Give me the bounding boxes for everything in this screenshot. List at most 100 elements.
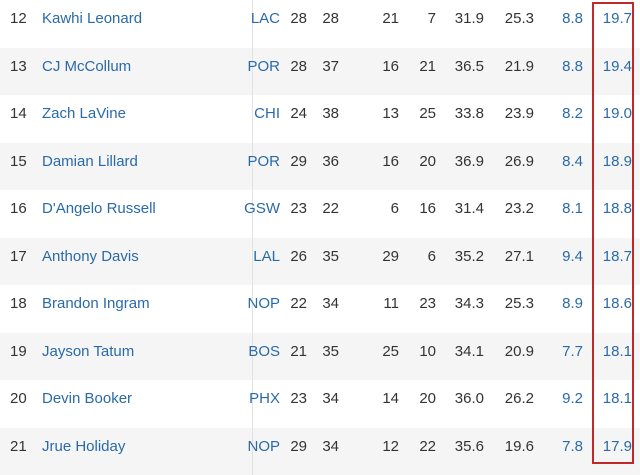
stat-cell-link[interactable]: 8.8 xyxy=(543,0,583,48)
stat-cell: 21 xyxy=(396,48,436,96)
rank-cell: 12 xyxy=(10,0,27,48)
player-name-link[interactable]: Damian Lillard xyxy=(42,143,138,191)
stat-cell: 34 xyxy=(299,285,339,333)
stat-cell: 34.1 xyxy=(444,333,484,381)
stat-cell: 35 xyxy=(299,333,339,381)
stat-cell-link[interactable]: 7.7 xyxy=(543,333,583,381)
player-name-link[interactable]: Devin Booker xyxy=(42,380,132,428)
player-name-link[interactable]: Anthony Davis xyxy=(42,238,139,286)
player-name-link[interactable]: Jrue Holiday xyxy=(42,428,125,475)
stat-cell: 19.6 xyxy=(494,428,534,475)
stat-cell: 35.2 xyxy=(444,238,484,286)
table-row: 13 CJ McCollum POR 28 37 16 21 36.5 21.9… xyxy=(0,48,640,96)
highlighted-stat-cell[interactable]: 17.9 xyxy=(592,428,632,475)
rank-cell: 17 xyxy=(10,238,27,286)
table-row: 19 Jayson Tatum BOS 21 35 25 10 34.1 20.… xyxy=(0,333,640,381)
stat-cell-link[interactable]: 9.4 xyxy=(543,238,583,286)
stat-cell: 22 xyxy=(396,428,436,475)
stat-cell: 7 xyxy=(396,0,436,48)
stat-cell: 26.2 xyxy=(494,380,534,428)
highlighted-stat-cell[interactable]: 18.1 xyxy=(592,333,632,381)
stat-cell: 36.5 xyxy=(444,48,484,96)
stat-cell: 34.3 xyxy=(444,285,484,333)
table-row: 20 Devin Booker PHX 23 34 14 20 36.0 26.… xyxy=(0,380,640,428)
table-row: 21 Jrue Holiday NOP 29 34 12 22 35.6 19.… xyxy=(0,428,640,475)
stat-cell: 25.3 xyxy=(494,285,534,333)
stat-cell: 23.2 xyxy=(494,190,534,238)
player-name-link[interactable]: Zach LaVine xyxy=(42,95,126,143)
stat-cell: 6 xyxy=(359,190,399,238)
stat-cell: 22 xyxy=(299,190,339,238)
stat-cell-link[interactable]: 8.4 xyxy=(543,143,583,191)
stat-cell: 29 xyxy=(359,238,399,286)
rank-cell: 19 xyxy=(10,333,27,381)
player-name-link[interactable]: Jayson Tatum xyxy=(42,333,134,381)
stat-cell: 20 xyxy=(396,380,436,428)
stat-cell: 35.6 xyxy=(444,428,484,475)
rank-cell: 20 xyxy=(10,380,27,428)
stat-cell: 27.1 xyxy=(494,238,534,286)
stat-cell: 25 xyxy=(396,95,436,143)
stat-cell: 21.9 xyxy=(494,48,534,96)
highlighted-stat-cell[interactable]: 19.7 xyxy=(592,0,632,48)
rank-cell: 13 xyxy=(10,48,27,96)
stat-cell: 6 xyxy=(396,238,436,286)
stat-cell: 34 xyxy=(299,380,339,428)
stat-cell: 10 xyxy=(396,333,436,381)
table-row: 17 Anthony Davis LAL 26 35 29 6 35.2 27.… xyxy=(0,238,640,286)
stat-cell: 12 xyxy=(359,428,399,475)
highlighted-stat-cell[interactable]: 18.1 xyxy=(592,380,632,428)
stat-cell: 23.9 xyxy=(494,95,534,143)
stat-cell: 14 xyxy=(359,380,399,428)
stat-cell-link[interactable]: 8.8 xyxy=(543,48,583,96)
highlighted-stat-cell[interactable]: 19.4 xyxy=(592,48,632,96)
rank-cell: 21 xyxy=(10,428,27,475)
rank-cell: 18 xyxy=(10,285,27,333)
table-row: 12 Kawhi Leonard LAC 28 28 21 7 31.9 25.… xyxy=(0,0,640,48)
stat-cell: 36.9 xyxy=(444,143,484,191)
stat-cell: 13 xyxy=(359,95,399,143)
table-row: 14 Zach LaVine CHI 24 38 13 25 33.8 23.9… xyxy=(0,95,640,143)
stat-cell: 20.9 xyxy=(494,333,534,381)
table-row: 18 Brandon Ingram NOP 22 34 11 23 34.3 2… xyxy=(0,285,640,333)
stat-cell: 21 xyxy=(359,0,399,48)
stat-cell: 31.4 xyxy=(444,190,484,238)
highlighted-stat-cell[interactable]: 18.6 xyxy=(592,285,632,333)
highlighted-stat-cell[interactable]: 19.0 xyxy=(592,95,632,143)
rank-cell: 14 xyxy=(10,95,27,143)
stat-cell: 11 xyxy=(359,285,399,333)
stat-cell: 25.3 xyxy=(494,0,534,48)
stat-cell: 38 xyxy=(299,95,339,143)
stat-cell: 33.8 xyxy=(444,95,484,143)
stat-cell: 26.9 xyxy=(494,143,534,191)
player-name-link[interactable]: Brandon Ingram xyxy=(42,285,150,333)
stat-cell: 25 xyxy=(359,333,399,381)
rank-cell: 15 xyxy=(10,143,27,191)
stat-cell-link[interactable]: 7.8 xyxy=(543,428,583,475)
player-name-link[interactable]: CJ McCollum xyxy=(42,48,131,96)
table-row: 16 D'Angelo Russell GSW 23 22 6 16 31.4 … xyxy=(0,190,640,238)
player-name-link[interactable]: D'Angelo Russell xyxy=(42,190,156,238)
stat-cell: 34 xyxy=(299,428,339,475)
player-name-link[interactable]: Kawhi Leonard xyxy=(42,0,142,48)
stat-cell: 16 xyxy=(396,190,436,238)
stat-cell: 20 xyxy=(396,143,436,191)
stat-cell-link[interactable]: 8.2 xyxy=(543,95,583,143)
highlighted-stat-cell[interactable]: 18.7 xyxy=(592,238,632,286)
stat-cell: 16 xyxy=(359,48,399,96)
stat-cell-link[interactable]: 8.1 xyxy=(543,190,583,238)
stat-cell: 16 xyxy=(359,143,399,191)
stat-cell: 36.0 xyxy=(444,380,484,428)
rank-cell: 16 xyxy=(10,190,27,238)
stat-cell: 31.9 xyxy=(444,0,484,48)
stat-cell-link[interactable]: 9.2 xyxy=(543,380,583,428)
stat-cell: 23 xyxy=(396,285,436,333)
stat-cell: 36 xyxy=(299,143,339,191)
stat-cell: 28 xyxy=(299,0,339,48)
stat-cell: 35 xyxy=(299,238,339,286)
stat-cell-link[interactable]: 8.9 xyxy=(543,285,583,333)
stat-cell: 37 xyxy=(299,48,339,96)
highlighted-stat-cell[interactable]: 18.9 xyxy=(592,143,632,191)
highlighted-stat-cell[interactable]: 18.8 xyxy=(592,190,632,238)
